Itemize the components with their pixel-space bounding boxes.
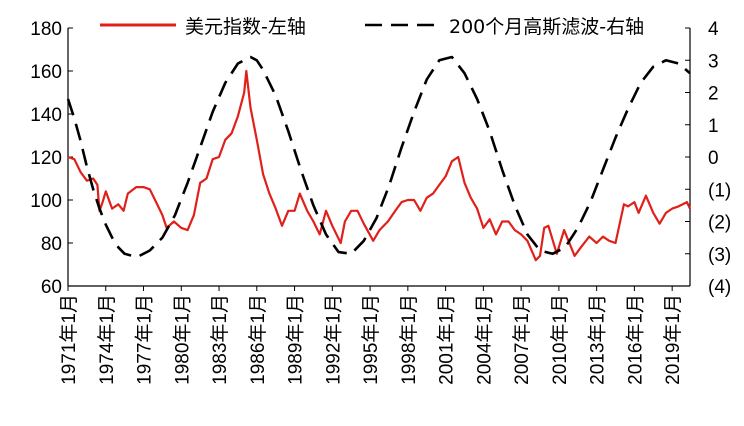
x-tick-label: 2019年1月 xyxy=(662,294,684,385)
x-tick-label: 1974年1月 xyxy=(96,294,118,385)
left-tick-label: 100 xyxy=(30,191,62,212)
right-tick-label: (3) xyxy=(708,245,731,266)
x-tick-label: 1971年1月 xyxy=(58,294,80,385)
x-axis-ticks: 1971年1月 1974年1月 1977年1月 1980年1月 1983年1月 1986年… xyxy=(58,286,684,385)
right-tick-label: (4) xyxy=(708,277,731,298)
axes xyxy=(67,28,691,287)
x-tick-label: 2007年1月 xyxy=(511,294,533,385)
left-tick-label: 80 xyxy=(41,234,62,255)
x-tick-label: 2004年1月 xyxy=(473,294,495,385)
x-tick-label: 2013年1月 xyxy=(587,294,609,385)
right-tick-label: 2 xyxy=(708,84,719,105)
x-tick-label: 1986年1月 xyxy=(247,294,269,385)
legend-label-usd-index: 美元指数-左轴 xyxy=(185,16,306,38)
x-tick-label: 1992年1月 xyxy=(322,294,344,385)
right-tick-label: 3 xyxy=(708,51,719,72)
series-line-gaussian-filter xyxy=(66,55,691,259)
x-tick-label: 1998年1月 xyxy=(398,294,420,385)
left-tick-label: 140 xyxy=(30,105,62,126)
left-tick-label: 160 xyxy=(30,62,62,83)
right-tick-label: (1) xyxy=(708,180,731,201)
x-tick-label: 1977年1月 xyxy=(134,294,156,385)
x-tick-label: 2001年1月 xyxy=(436,294,458,385)
legend: 美元指数-左轴 200个月高斯滤波-右轴 xyxy=(100,16,644,38)
right-tick-label: 0 xyxy=(708,148,719,169)
left-tick-label: 120 xyxy=(30,148,62,169)
x-tick-label: 1989年1月 xyxy=(285,294,307,385)
left-tick-label: 180 xyxy=(30,19,62,40)
legend-label-gaussian-filter: 200个月高斯滤波-右轴 xyxy=(449,16,644,38)
series-layer xyxy=(66,55,691,262)
left-tick-label: 60 xyxy=(41,277,62,298)
x-tick-label: 2016年1月 xyxy=(624,294,646,385)
right-tick-label: 4 xyxy=(708,19,719,40)
left-axis-ticks: 60 80 100 120 140 160 180 xyxy=(30,19,73,298)
right-tick-label: 1 xyxy=(708,116,719,137)
x-tick-label: 1983年1月 xyxy=(209,294,231,385)
x-tick-label: 1980年1月 xyxy=(171,294,193,385)
right-tick-label: (2) xyxy=(708,213,731,234)
x-tick-label: 1995年1月 xyxy=(360,294,382,385)
series-line-usd-index xyxy=(67,69,691,262)
x-tick-label: 2010年1月 xyxy=(549,294,571,385)
right-axis-ticks: (4) (3) (2) (1) 0 1 2 3 4 xyxy=(685,19,731,298)
